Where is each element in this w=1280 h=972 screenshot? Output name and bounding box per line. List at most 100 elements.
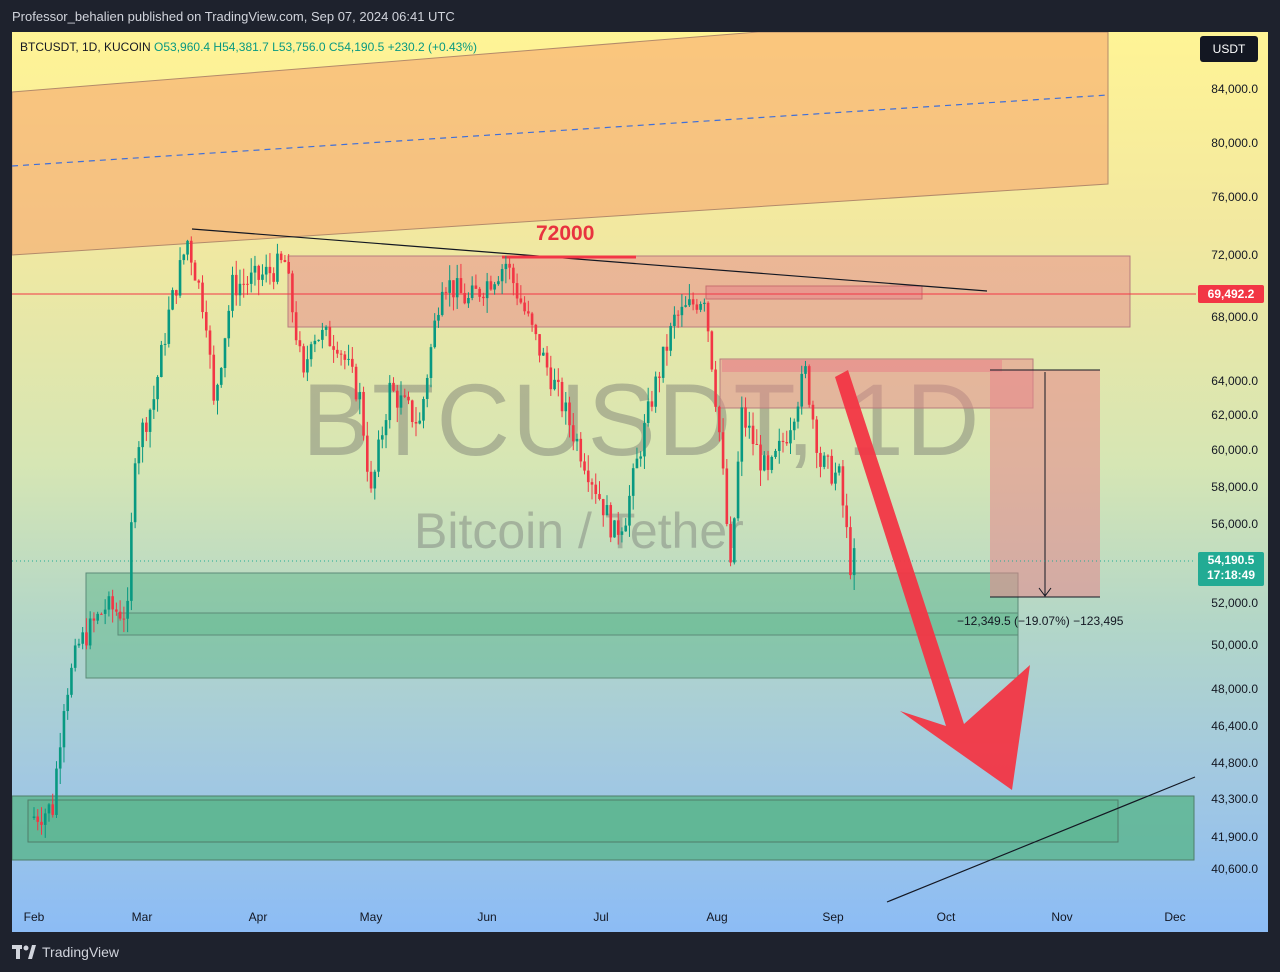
candle-body (512, 267, 515, 284)
candle-body (152, 399, 156, 410)
candle-body (684, 305, 687, 307)
candle-body (822, 455, 826, 467)
open-value: O53,960.4 (154, 40, 211, 54)
candle-body (680, 306, 684, 316)
candle-body (474, 285, 478, 289)
candle-body (658, 376, 661, 378)
candle-body (403, 395, 407, 397)
price-tick: 40,600.0 (1211, 862, 1258, 876)
candle-body (542, 352, 545, 356)
candle-body (36, 816, 40, 822)
candle-body (463, 292, 466, 304)
candle-body (579, 438, 583, 462)
candle-body (55, 768, 58, 815)
publisher-bar: Professor_behalien published on TradingV… (0, 0, 1280, 32)
candle-body (324, 326, 328, 330)
candle-body (564, 402, 568, 412)
candle-body (418, 420, 422, 424)
time-tick: May (359, 910, 383, 924)
candle-body (167, 309, 171, 344)
candle-body (107, 596, 111, 610)
candle-body (785, 442, 789, 444)
candle-body (422, 399, 425, 421)
candle-body (156, 377, 159, 400)
descending-trendline (191, 228, 988, 292)
price-tick: 43,300.0 (1211, 792, 1258, 806)
candle-body (631, 468, 635, 496)
candle-body (725, 468, 729, 524)
candle-body (268, 266, 272, 274)
candle-body (841, 466, 845, 506)
price-tick: 60,000.0 (1211, 443, 1258, 457)
candle-body (534, 324, 538, 335)
candle-body (792, 421, 796, 431)
candle-body (186, 240, 189, 255)
candle-body (635, 458, 639, 469)
candle-body (811, 404, 815, 420)
candle-body (744, 407, 747, 428)
rising-trendline (886, 776, 1196, 903)
candle-body (298, 340, 302, 347)
candle-body (118, 611, 122, 619)
candle-body (830, 455, 833, 484)
price-tick: 50,000.0 (1211, 638, 1258, 652)
candle-body (141, 422, 144, 448)
price-axis[interactable]: 84,000.0 80,000.0 76,000.0 72,000.0 68,000.0… (1196, 32, 1268, 932)
candle-body (568, 402, 571, 426)
candle-body (160, 344, 163, 378)
candle-body (100, 613, 103, 615)
candle-body (455, 278, 459, 298)
currency-button[interactable]: USDT (1200, 36, 1258, 62)
candle-body (231, 274, 234, 311)
candle-body (238, 283, 242, 296)
candle-body (407, 396, 410, 401)
candle-body (306, 359, 309, 373)
time-tick: Jun (477, 910, 497, 924)
candle-body (710, 331, 714, 370)
candle-body (88, 618, 92, 646)
candle-body (40, 821, 43, 825)
candle-body (197, 280, 201, 283)
support-zone-low-inner (27, 799, 1119, 843)
annotation-72000[interactable]: 72000 (536, 222, 595, 245)
candle-body (706, 302, 710, 332)
candle-body (688, 299, 691, 306)
candle-body (571, 425, 575, 442)
price-tick: 64,000.0 (1211, 374, 1258, 388)
price-tick: 44,800.0 (1211, 756, 1258, 770)
candle-body (691, 299, 695, 305)
candle-body (137, 447, 141, 464)
bar-countdown: 17:18:49 (1206, 568, 1256, 582)
candle-body (234, 274, 238, 296)
time-tick: Dec (1164, 910, 1186, 924)
candle-body (613, 520, 616, 538)
last-price-value: 54,190.5 (1207, 553, 1255, 567)
candle-body (204, 312, 208, 331)
candle-body (553, 379, 556, 390)
candle-body (523, 302, 526, 312)
candle-body (729, 523, 732, 563)
candle-body (781, 440, 785, 443)
measure-label: −12,349.5 (−19.07%) −123,495 (957, 614, 1124, 628)
candle-body (227, 310, 231, 339)
candle-body (515, 283, 519, 299)
candle-body (264, 266, 268, 275)
candle-body (815, 419, 819, 453)
watermark-pair: Bitcoin / Tether (414, 503, 744, 559)
tradingview-logo[interactable]: TradingView (12, 944, 119, 960)
chart-area[interactable]: BTCUSDT, 1D Bitcoin / Tether (12, 32, 1268, 932)
candle-body (429, 347, 433, 378)
candle-body (145, 422, 148, 432)
candle-body (279, 253, 283, 261)
candle-body (448, 280, 451, 293)
bearish-arrow (835, 370, 1030, 790)
candle-body (103, 609, 107, 614)
candle-body (283, 260, 287, 262)
candle-body (452, 280, 455, 298)
candle-body (845, 505, 848, 528)
resistance-zone-small (705, 285, 923, 300)
candle-body (819, 452, 822, 467)
price-tick: 41,900.0 (1211, 830, 1258, 844)
symbol-label[interactable]: BTCUSDT, 1D, KUCOIN (20, 40, 151, 54)
candle-body (433, 320, 437, 348)
